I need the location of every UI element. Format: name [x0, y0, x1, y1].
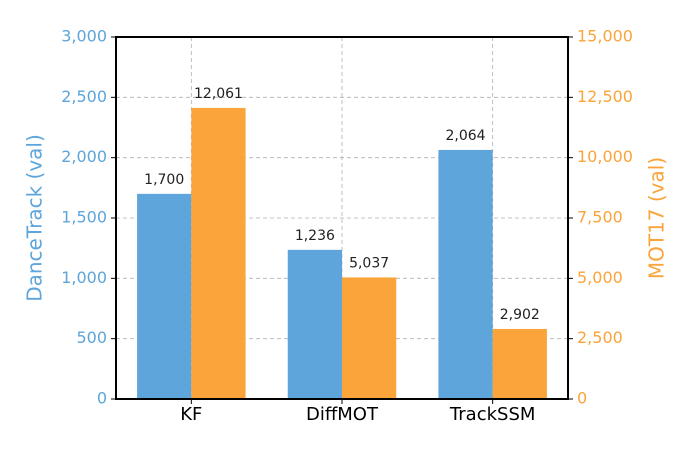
- bar: [287, 249, 342, 399]
- value-label: 12,061: [194, 86, 243, 102]
- y2-tick-label: 10,000: [577, 147, 633, 166]
- y-tick-label: 1,500: [61, 208, 107, 227]
- value-label: 1,700: [144, 172, 184, 188]
- value-label: 5,037: [349, 255, 389, 271]
- x-tick-label: TrackSSM: [449, 404, 535, 425]
- bar: [137, 193, 192, 399]
- value-label: 2,902: [500, 307, 540, 323]
- y-tick-label: 2,500: [61, 87, 107, 106]
- bar: [438, 149, 493, 399]
- value-label: 1,236: [295, 228, 335, 244]
- y2-tick-label: 0: [577, 389, 587, 408]
- x-tick-label: KF: [180, 404, 202, 425]
- plot-frame: [115, 36, 569, 400]
- bar: [191, 107, 246, 400]
- y2-tick-label: 7,500: [577, 208, 623, 227]
- y-tick-label: 3,000: [61, 27, 107, 46]
- y-tick-label: 1,000: [61, 268, 107, 287]
- value-label: 2,064: [445, 128, 485, 144]
- y-tick-label: 500: [76, 328, 107, 347]
- y-axis-label: DanceTrack (val): [23, 134, 47, 302]
- bar: [342, 277, 397, 399]
- y2-tick-label: 5,000: [577, 268, 623, 287]
- y-tick-label: 2,000: [61, 147, 107, 166]
- bar: [492, 328, 547, 399]
- y2-tick-label: 2,500: [577, 328, 623, 347]
- y2-axis-label: MOT17 (val): [645, 157, 669, 279]
- y-tick-label: 0: [97, 389, 107, 408]
- x-tick-label: DiffMOT: [306, 404, 379, 425]
- y2-tick-label: 15,000: [577, 27, 633, 46]
- y2-tick-label: 12,500: [577, 87, 633, 106]
